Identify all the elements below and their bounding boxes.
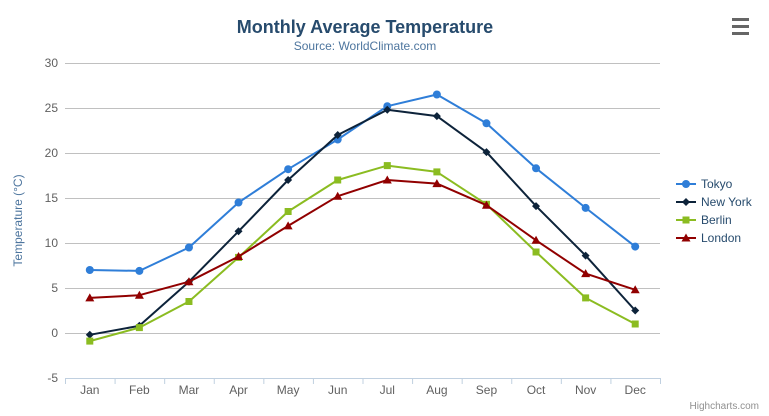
credits-link[interactable]: Highcharts.com: [689, 401, 759, 412]
series-point-tokyo: [581, 203, 590, 212]
legend: Tokyo New York Berlin London: [676, 177, 752, 245]
series-point-new-york: [482, 148, 491, 157]
series-point-london: [134, 290, 144, 299]
export-menu-button[interactable]: [732, 18, 752, 35]
x-axis-label: Jun: [328, 383, 347, 397]
series-line-london: [88, 179, 637, 299]
x-axis-label: Jan: [80, 383, 99, 397]
series-point-new-york: [432, 112, 441, 121]
legend-symbol: [682, 216, 690, 224]
series-point-berlin: [631, 320, 639, 328]
series-point-london: [531, 235, 541, 244]
y-axis-label: 25: [45, 101, 59, 115]
chart-subtitle: Source: WorldClimate.com: [293, 39, 437, 53]
series-point-new-york: [532, 202, 541, 211]
legend-marker-square-icon: [676, 216, 696, 224]
y-axis-label: 20: [45, 146, 59, 160]
series-point-london: [85, 293, 95, 302]
x-axis-label: Dec: [625, 383, 646, 397]
series-point-new-york: [631, 306, 640, 315]
series-point-berlin: [433, 168, 441, 176]
y-axis-label: 30: [45, 56, 59, 70]
series-point-tokyo: [532, 164, 541, 173]
series-point-berlin: [532, 248, 540, 256]
legend-marker-triangle-icon: [676, 233, 696, 242]
legend-label: New York: [701, 195, 752, 209]
series-point-new-york: [85, 330, 94, 339]
x-axis-label: May: [277, 383, 300, 397]
series-point-berlin: [383, 162, 391, 170]
series-point-berlin: [185, 298, 193, 305]
legend-symbol: [682, 198, 690, 206]
series-point-new-york: [234, 227, 243, 236]
hamburger-icon: [732, 18, 749, 21]
y-axis-label: -5: [47, 371, 58, 385]
series-point-london: [581, 269, 591, 278]
series-point-new-york: [581, 251, 590, 260]
series-point-london: [283, 221, 293, 230]
hamburger-icon: [732, 32, 749, 35]
series-line-tokyo: [88, 93, 637, 272]
x-axis-label: Sep: [476, 383, 498, 397]
series-point-london: [382, 175, 392, 184]
series-point-berlin: [135, 324, 143, 332]
series-point-london: [333, 191, 343, 200]
series-point-new-york: [383, 105, 392, 114]
legend-symbol: [682, 180, 690, 188]
x-axis-label: Oct: [527, 383, 546, 397]
x-axis-label: Mar: [179, 383, 200, 397]
series-point-new-york: [333, 131, 342, 139]
series-point-tokyo: [284, 165, 293, 174]
x-axis-label: Apr: [229, 383, 248, 397]
chart-title: Monthly Average Temperature: [236, 17, 494, 37]
hamburger-icon: [732, 25, 749, 28]
y-axis-label: 0: [51, 326, 58, 340]
legend-label: Tokyo: [701, 177, 733, 191]
legend-item-tokyo[interactable]: Tokyo: [676, 177, 752, 191]
x-axis-label: Aug: [426, 383, 447, 397]
series-line-new-york: [88, 108, 637, 336]
legend-label: Berlin: [701, 213, 732, 227]
series-point-berlin: [86, 337, 94, 345]
legend-item-berlin[interactable]: Berlin: [676, 213, 752, 227]
legend-label: London: [701, 231, 742, 245]
y-axis-label: 10: [45, 236, 59, 250]
series-point-tokyo: [234, 198, 243, 207]
legend-marker-circle-icon: [676, 180, 696, 188]
series-point-tokyo: [85, 266, 94, 274]
series-point-london: [184, 277, 194, 286]
legend-item-london[interactable]: London: [676, 231, 752, 245]
series-point-london: [481, 200, 491, 209]
legend-marker-diamond-icon: [676, 198, 696, 206]
x-axis-label: Feb: [129, 383, 150, 397]
series-point-tokyo: [432, 90, 441, 99]
series-point-london: [432, 179, 442, 188]
series-point-berlin: [582, 294, 590, 302]
series-point-new-york: [284, 176, 293, 184]
series-point-london: [234, 252, 244, 260]
series-point-tokyo: [184, 243, 193, 252]
x-axis-label: Jul: [380, 383, 395, 397]
series-point-berlin: [334, 176, 342, 184]
series-point-berlin: [284, 208, 292, 215]
y-axis-label: 5: [51, 281, 58, 295]
series-point-tokyo: [482, 119, 491, 128]
series-line-berlin: [88, 164, 637, 343]
series-point-tokyo: [135, 266, 144, 275]
x-axis-label: Nov: [575, 383, 596, 397]
y-axis-label: 15: [45, 191, 59, 205]
series-point-tokyo: [631, 242, 640, 251]
legend-item-new-york[interactable]: New York: [676, 195, 752, 209]
legend-symbol: [681, 233, 691, 242]
y-axis-title: Temperature (°C): [11, 174, 25, 266]
series-point-london: [630, 285, 640, 294]
